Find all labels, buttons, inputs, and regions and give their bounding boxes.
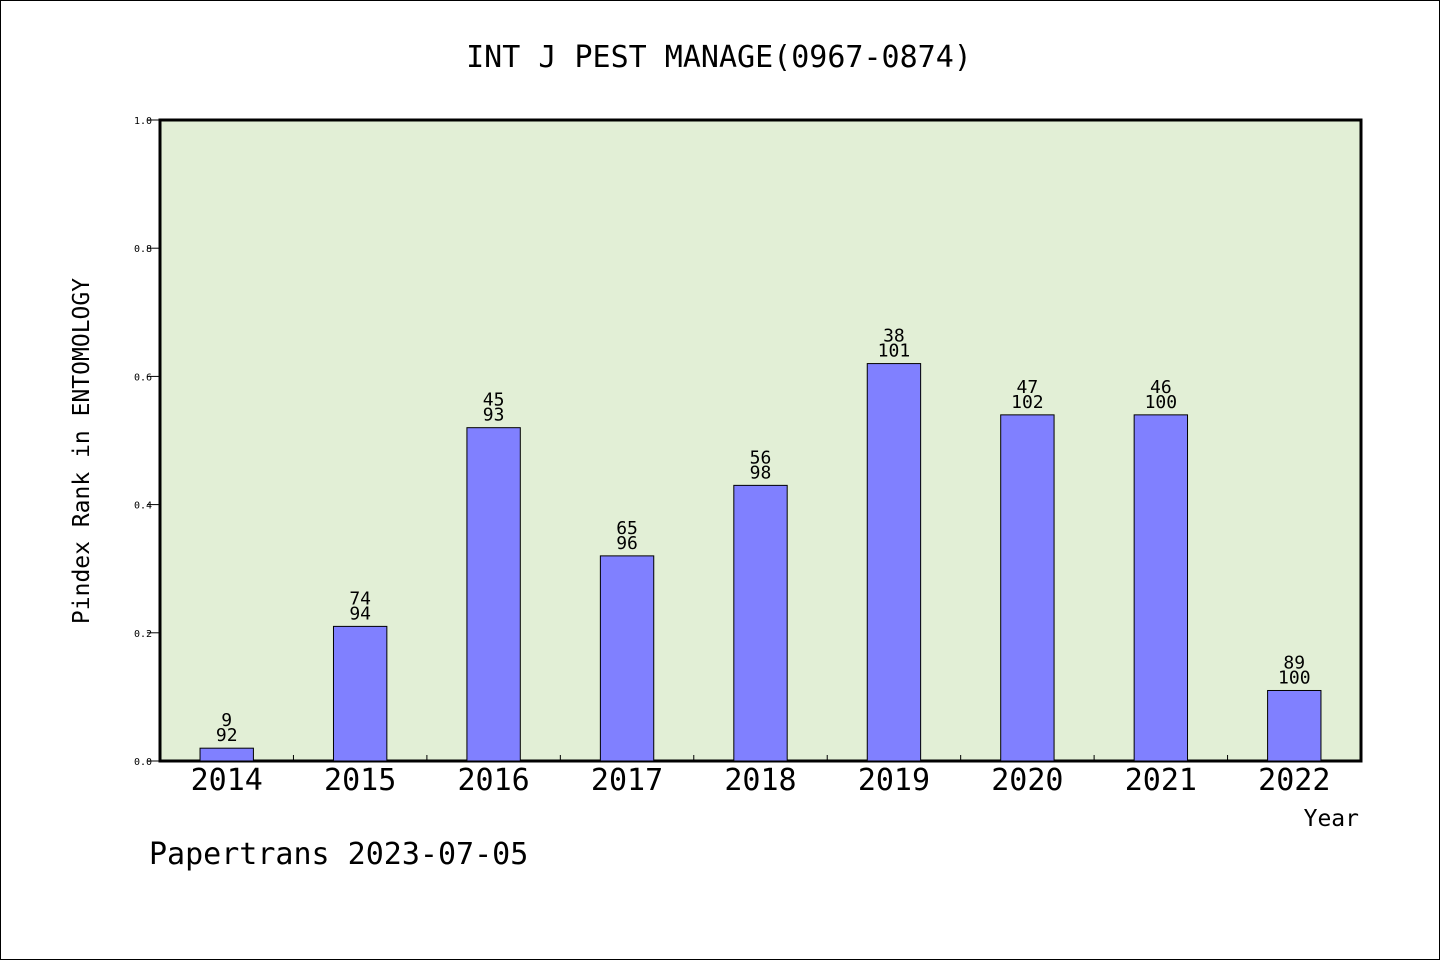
y-tick-label: 0.8 [134, 244, 152, 255]
total-label-2021: 100 [1145, 392, 1178, 413]
x-tick-label-2015: 2015 [324, 763, 396, 798]
bar-2016 [466, 427, 521, 762]
total-label-2016: 93 [483, 405, 505, 426]
y-tick-label: 0.6 [134, 372, 152, 383]
rank-label-2020: 47 [1017, 377, 1039, 398]
y-axis: 0.0 0.2 0.4 0.6 0.8 1.0 [134, 116, 160, 768]
bar-2014 [199, 747, 254, 762]
y-tick-label: 1.0 [134, 116, 152, 127]
bar-2019 [866, 363, 922, 762]
bar-2021 [1133, 414, 1189, 762]
bar-2020 [1000, 414, 1055, 762]
total-label-2022: 100 [1278, 667, 1311, 688]
rank-label-2014: 9 [221, 710, 232, 731]
rank-label-2016: 45 [483, 390, 505, 411]
total-label-2014: 92 [216, 725, 238, 746]
rank-label-2021: 46 [1150, 377, 1172, 398]
x-axis-label: Year [1304, 806, 1359, 832]
total-label-2017: 96 [616, 533, 638, 554]
rank-label-2015: 74 [349, 588, 371, 609]
bar-2017 [599, 555, 655, 762]
rank-label-2017: 65 [616, 518, 638, 539]
x-tick-label-2021: 2021 [1125, 763, 1197, 798]
bar-2018 [733, 484, 788, 762]
x-tick-label-2019: 2019 [858, 763, 930, 798]
bar-2022 [1267, 689, 1322, 762]
x-tick-label-2014: 2014 [191, 763, 263, 798]
y-tick-label: 0.4 [134, 501, 152, 512]
x-tick-label-2018: 2018 [724, 763, 796, 798]
footer-text: Papertrans 2023-07-05 [149, 837, 528, 872]
total-label-2020: 102 [1011, 392, 1044, 413]
x-tick-label-2022: 2022 [1258, 763, 1330, 798]
rank-label-2018: 56 [750, 447, 772, 468]
total-label-2018: 98 [750, 462, 772, 483]
x-tick-label-2016: 2016 [457, 763, 529, 798]
x-axis: 2014 2015 2016 2017 2018 2019 2020 2021 2022 [191, 755, 1330, 798]
rank-label-2022: 89 [1283, 652, 1305, 673]
total-label-2015: 94 [349, 603, 371, 624]
rank-label-2019: 38 [883, 326, 905, 347]
y-axis-label: Pindex Rank in ENTOMOLOGY [69, 278, 95, 624]
bar-2015 [332, 625, 388, 762]
y-tick-label: 0.0 [134, 757, 152, 768]
chart-title: INT J PEST MANAGE(0967-0874) [466, 40, 972, 75]
x-tick-label-2017: 2017 [591, 763, 663, 798]
total-label-2019: 101 [878, 341, 911, 362]
y-tick-label: 0.2 [134, 629, 152, 640]
x-tick-label-2020: 2020 [991, 763, 1063, 798]
